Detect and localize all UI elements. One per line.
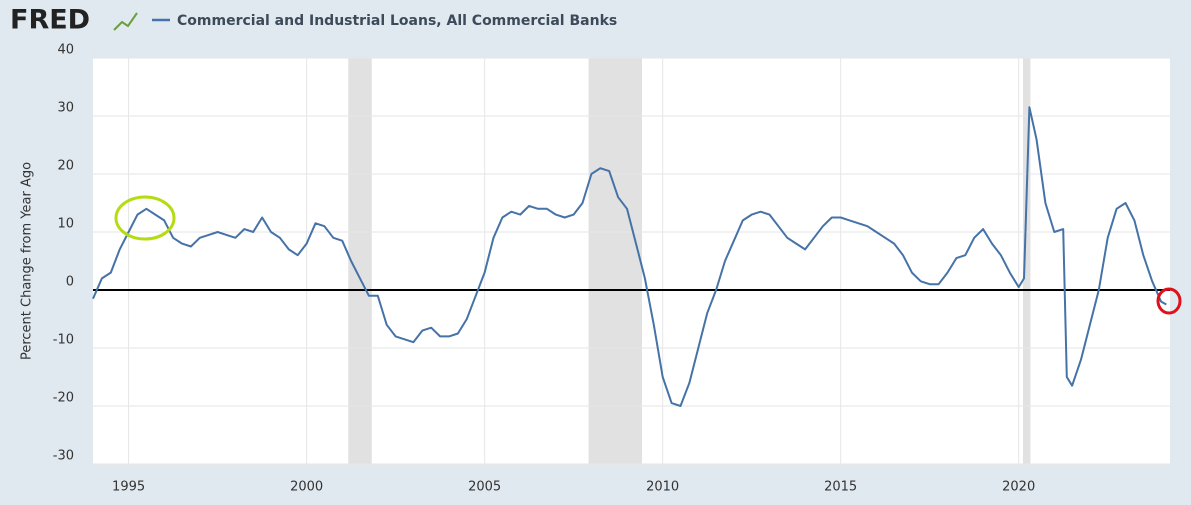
highlight-circle xyxy=(114,195,176,241)
x-tick-label: 2015 xyxy=(824,480,857,495)
brand-logo[interactable]: FRED xyxy=(10,5,90,36)
y-tick-label: 30 xyxy=(57,101,74,116)
y-tick-label: 20 xyxy=(57,159,74,174)
logo-icon xyxy=(113,12,138,31)
y-tick-label: 10 xyxy=(57,217,74,232)
x-tick-label: 2000 xyxy=(290,480,323,495)
y-tick-label: -10 xyxy=(53,333,74,348)
recession-band xyxy=(1022,58,1031,464)
recession-band xyxy=(588,58,643,464)
data-line xyxy=(92,106,1167,407)
highlight-circle xyxy=(1156,287,1182,315)
y-tick-label: 0 xyxy=(66,275,74,290)
legend-label: Commercial and Industrial Loans, All Com… xyxy=(177,13,617,29)
y-axis-label: Percent Change from Year Ago xyxy=(20,162,35,360)
x-tick-label: 2020 xyxy=(1002,480,1035,495)
y-tick-label: -20 xyxy=(53,391,74,406)
x-tick-label: 2010 xyxy=(646,480,679,495)
y-tick-label: 40 xyxy=(57,43,74,58)
recession-band xyxy=(348,58,372,464)
y-tick-label: -30 xyxy=(53,449,74,464)
x-tick-label: 2005 xyxy=(468,480,501,495)
x-tick-label: 1995 xyxy=(112,480,145,495)
